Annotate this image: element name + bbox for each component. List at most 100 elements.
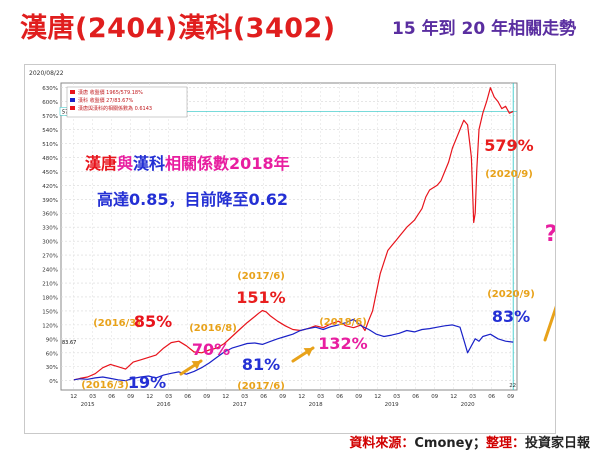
y-tick-label: 210% bbox=[42, 282, 58, 288]
x-tick-label: 09 bbox=[355, 394, 362, 400]
y-tick-label: 240% bbox=[42, 268, 58, 274]
x-year-label: 2020 bbox=[461, 402, 475, 408]
y-tick-label: 630% bbox=[42, 86, 58, 92]
x-tick-label: 06 bbox=[336, 394, 343, 400]
x-tick-label: 03 bbox=[317, 394, 324, 400]
x-tick-label: 06 bbox=[412, 394, 419, 400]
x-year-label: 2017 bbox=[233, 402, 247, 408]
x-tick-label: 12 bbox=[146, 394, 153, 400]
y-tick-label: 510% bbox=[42, 142, 58, 148]
title-row: 漢唐(2404)漢科(3402) 15 年到 20 年相關走勢 bbox=[0, 0, 600, 50]
annotation-hanke-2016-3-value: 19% bbox=[128, 373, 166, 392]
y-tick-label: 30% bbox=[46, 365, 58, 371]
x-year-label: 2015 bbox=[81, 402, 95, 408]
x-tick-label: 06 bbox=[184, 394, 191, 400]
legend-swatch bbox=[70, 98, 75, 102]
x-tick-label: 09 bbox=[431, 394, 438, 400]
arrow-future-shaft bbox=[543, 305, 555, 342]
y-tick-label: 600% bbox=[42, 100, 58, 106]
org-value: 投資家日報 bbox=[524, 436, 590, 451]
y-tick-label: 270% bbox=[42, 254, 58, 260]
x-tick-label: 09 bbox=[279, 394, 286, 400]
legend-entry: 漢唐與漢科的相關係數為 0.6143 bbox=[78, 105, 152, 112]
legend-swatch bbox=[70, 90, 75, 94]
correlation-note-part: 與 bbox=[117, 154, 133, 173]
y-tick-label: 60% bbox=[46, 351, 58, 357]
org-label: 整理 bbox=[485, 436, 512, 451]
question-mark: ? bbox=[545, 222, 555, 247]
source-label: 資料來源 bbox=[349, 436, 402, 451]
y-tick-label: 360% bbox=[42, 212, 58, 218]
source-value: Cmoney bbox=[414, 436, 473, 451]
annotation-hantang-2020-9-date: (2020/9) bbox=[485, 169, 533, 180]
annotation-hantang-2018-6-date: (2018/6) bbox=[319, 317, 367, 328]
legend-box bbox=[66, 86, 188, 118]
legend-swatch bbox=[70, 106, 75, 110]
x-tick-label: 12 bbox=[298, 394, 305, 400]
y-tick-label: 390% bbox=[42, 198, 58, 204]
y-tick-label: 540% bbox=[42, 128, 58, 134]
annotation-hanke-2020-9-value: 83% bbox=[492, 307, 530, 326]
correlation-note-line1: 漢唐與漢科相關係數2018年 bbox=[85, 154, 290, 173]
org-colon: ： bbox=[511, 436, 525, 451]
correlation-note-part: 漢科 bbox=[133, 154, 165, 173]
y-tick-label: 180% bbox=[42, 295, 58, 301]
correlation-note-part: 漢唐 bbox=[85, 154, 117, 173]
annotation-hanke-2017-6-value: 81% bbox=[242, 355, 280, 374]
x-year-label: 2018 bbox=[309, 402, 323, 408]
annotation-hantang-2020-9-value: 579% bbox=[484, 136, 533, 155]
hanke-series-line bbox=[73, 318, 514, 382]
x-tick-label: 09 bbox=[507, 394, 514, 400]
correlation-note-line2: 高達0.85，目前降至0.62 bbox=[97, 190, 288, 209]
x-year-label: 2019 bbox=[385, 402, 399, 408]
x-tick-label: 06 bbox=[488, 394, 495, 400]
y-tick-label: 330% bbox=[42, 226, 58, 232]
hantang-series-line bbox=[73, 87, 514, 381]
chart-frame: 0% 30% 60% 90% 120% 150% 180% 210% 240% 270% 300% 3… bbox=[24, 64, 556, 434]
arrow-2017-head bbox=[303, 348, 313, 357]
annotation-hanke-2020-9-date: (2020/9) bbox=[487, 289, 535, 300]
annotation-hanke-2016-8-date: (2016/8) bbox=[189, 323, 237, 334]
annotation-hantang-2017-6-date: (2017/6) bbox=[237, 271, 285, 282]
annotation-hantang-2016-3-date: (2016/3) bbox=[93, 318, 141, 329]
plot-area bbox=[60, 82, 518, 391]
source-colon: ： bbox=[401, 436, 415, 451]
x-tick-label: 06 bbox=[260, 394, 267, 400]
x-tick-label: 06 bbox=[108, 394, 115, 400]
y-tick-label: 480% bbox=[42, 156, 58, 162]
annotation-hanke-2016-8-value: 70% bbox=[192, 340, 230, 359]
y-tick-label: 300% bbox=[42, 240, 58, 246]
y-tick-label: 90% bbox=[46, 337, 58, 343]
y-tick-label: 420% bbox=[42, 184, 58, 190]
x-tick-label: 03 bbox=[393, 394, 400, 400]
x-tick-label: 12 bbox=[222, 394, 229, 400]
correlation-note-part: 相關係數2018年 bbox=[165, 154, 290, 173]
legend-entry: 漢唐 收盤價 1965/579.18% bbox=[78, 89, 143, 96]
page-title: 漢唐(2404)漢科(3402) bbox=[20, 13, 336, 44]
annotation-hantang-2018-6-value: 132% bbox=[318, 334, 367, 353]
annotation-hanke-2016-3-date: (2016/3) bbox=[81, 380, 129, 391]
x-tick-label: 12 bbox=[70, 394, 77, 400]
page-subtitle: 15 年到 20 年相關走勢 bbox=[392, 19, 577, 39]
footer-separator: ； bbox=[472, 436, 486, 451]
hanke-level-label: 83.67 bbox=[62, 340, 76, 346]
x-tick-label: 09 bbox=[127, 394, 134, 400]
x-tick-label: 12 bbox=[374, 394, 381, 400]
x-tick-label: 12 bbox=[450, 394, 457, 400]
arrow-2016-head bbox=[191, 361, 201, 370]
y-tick-label: 120% bbox=[42, 323, 58, 329]
x-tick-label: 09 bbox=[203, 394, 210, 400]
x-tick-label: 03 bbox=[469, 394, 476, 400]
annotation-hanke-2017-6-date: (2017/6) bbox=[237, 381, 285, 392]
source-footer: 資料來源：Cmoney；整理：投資家日報 bbox=[349, 432, 590, 451]
y-tick-label: 450% bbox=[42, 170, 58, 176]
y-tick-label: 0% bbox=[49, 379, 58, 385]
legend-entry: 漢科 收盤價 27/83.67% bbox=[78, 97, 134, 104]
end-day-label: 22 bbox=[509, 383, 516, 389]
x-tick-label: 03 bbox=[165, 394, 172, 400]
price-chart: 0% 30% 60% 90% 120% 150% 180% 210% 240% 270% 300% 3… bbox=[29, 70, 555, 408]
y-tick-label: 150% bbox=[42, 309, 58, 315]
x-tick-label: 03 bbox=[241, 394, 248, 400]
y-tick-label: 570% bbox=[42, 114, 58, 120]
x-tick-label: 03 bbox=[89, 394, 96, 400]
